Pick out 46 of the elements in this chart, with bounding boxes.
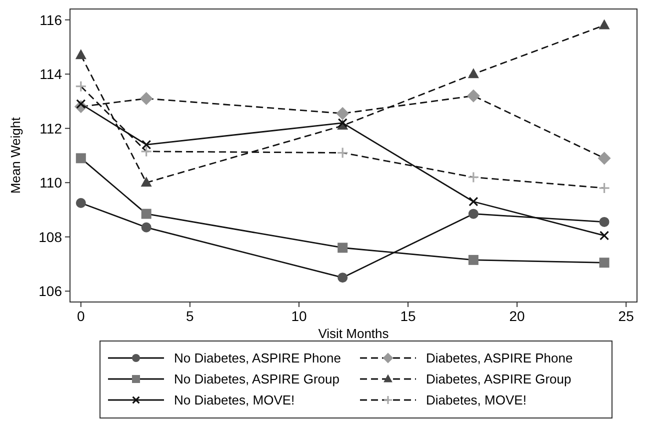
x-tick-label: 10 bbox=[291, 308, 307, 324]
point bbox=[468, 171, 480, 184]
point bbox=[338, 242, 348, 253]
point bbox=[599, 230, 610, 240]
x-tick-label: 25 bbox=[618, 308, 634, 324]
point bbox=[141, 208, 152, 219]
point bbox=[598, 152, 611, 165]
point bbox=[598, 182, 610, 194]
legend-label: Diabetes, ASPIRE Phone bbox=[426, 350, 573, 366]
y-tick-label: 114 bbox=[40, 66, 62, 82]
point bbox=[598, 19, 610, 30]
x-tick-label: 15 bbox=[400, 308, 416, 324]
point bbox=[599, 258, 610, 268]
point bbox=[142, 140, 152, 150]
point bbox=[140, 146, 152, 158]
y-tick-label: 110 bbox=[40, 174, 62, 191]
x-tick-label: 0 bbox=[77, 308, 86, 324]
y-tick-label: 116 bbox=[40, 12, 62, 28]
y-tick-label: 108 bbox=[38, 228, 62, 245]
point bbox=[75, 49, 86, 60]
point bbox=[466, 89, 480, 102]
point bbox=[76, 153, 86, 164]
legend-label: Diabetes, ASPIRE Group bbox=[426, 372, 572, 387]
point bbox=[338, 272, 348, 283]
point bbox=[336, 106, 350, 120]
x-axis-title: Visit Months bbox=[318, 326, 390, 341]
x-tick-label: 20 bbox=[509, 308, 526, 324]
legend-label: No Diabetes, ASPIRE Group bbox=[174, 372, 340, 387]
point bbox=[468, 196, 478, 206]
point bbox=[336, 146, 348, 159]
point bbox=[141, 222, 152, 232]
point bbox=[468, 208, 478, 219]
point bbox=[75, 80, 87, 92]
legend-label: No Diabetes, MOVE! bbox=[174, 392, 295, 408]
x-tick-label: 5 bbox=[186, 308, 194, 324]
point bbox=[468, 68, 479, 78]
y-tick-label: 112 bbox=[40, 120, 62, 136]
y-tick-label: 106 bbox=[38, 283, 62, 300]
point bbox=[140, 176, 152, 187]
point bbox=[599, 216, 610, 227]
point bbox=[140, 92, 153, 106]
legend-label: No Diabetes, ASPIRE Phone bbox=[174, 350, 341, 366]
y-axis-title: Mean Weight bbox=[8, 116, 23, 194]
point bbox=[76, 198, 86, 208]
legend-label: Diabetes, MOVE! bbox=[426, 392, 526, 408]
point bbox=[468, 254, 478, 265]
